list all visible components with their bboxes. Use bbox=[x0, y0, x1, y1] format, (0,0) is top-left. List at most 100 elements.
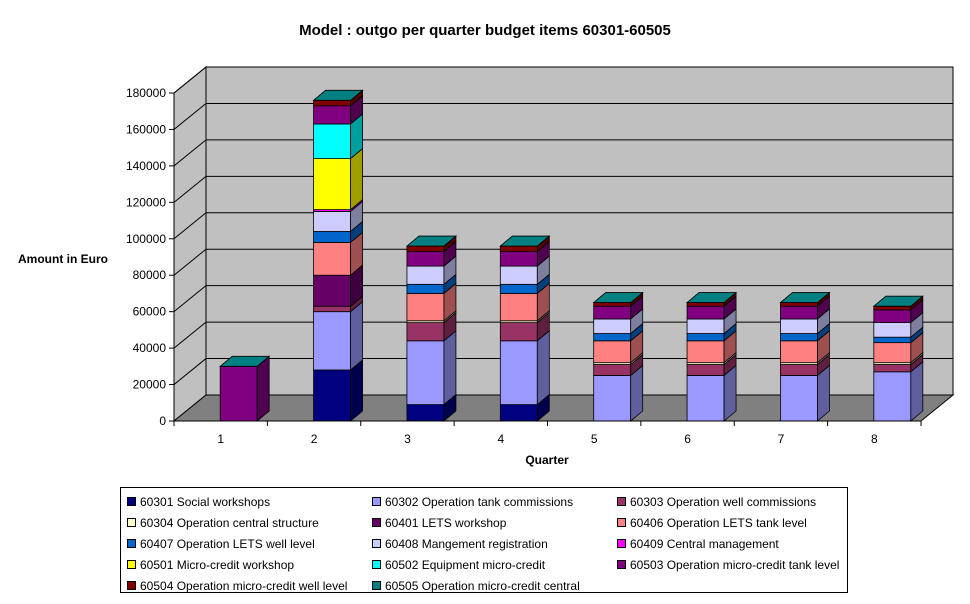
gridline bbox=[173, 285, 953, 313]
legend-item: 60505 Operation micro-credit central bbox=[372, 575, 617, 596]
legend-swatch bbox=[372, 539, 381, 548]
bar-segment bbox=[686, 364, 737, 422]
bar-segment bbox=[593, 329, 644, 364]
bar-segment bbox=[780, 308, 830, 335]
bar-front bbox=[780, 318, 818, 334]
legend-swatch bbox=[617, 518, 626, 527]
gridline bbox=[173, 139, 953, 167]
x-tick-label: 1 bbox=[217, 432, 224, 446]
bar-segment bbox=[873, 311, 924, 339]
side-wall bbox=[173, 65, 207, 423]
floor bbox=[172, 394, 955, 422]
x-tick-label: 5 bbox=[591, 432, 598, 446]
bar-front bbox=[780, 333, 818, 342]
bar-front bbox=[313, 231, 351, 243]
bar-front bbox=[873, 342, 912, 364]
bar-front bbox=[219, 365, 258, 422]
bar-segment bbox=[593, 295, 644, 320]
bar-front bbox=[873, 309, 912, 324]
bar-top bbox=[779, 292, 831, 303]
bar-segment bbox=[406, 273, 457, 295]
legend-label: 60504 Operation micro-credit well level bbox=[140, 578, 348, 593]
y-tick-label: 120000 bbox=[126, 195, 166, 209]
bar-front bbox=[313, 311, 351, 371]
bar-top bbox=[592, 292, 644, 303]
legend-swatch bbox=[617, 539, 626, 548]
bar-front bbox=[406, 293, 445, 322]
legend-label: 60303 Operation well commissions bbox=[630, 494, 817, 509]
bar-front bbox=[780, 375, 818, 422]
bar-front bbox=[313, 123, 351, 159]
y-tick-label: 140000 bbox=[126, 159, 166, 173]
chart-title: Model : outgo per quarter budget items 6… bbox=[299, 22, 671, 39]
bar-front bbox=[313, 99, 351, 107]
bar-front bbox=[780, 340, 818, 364]
gridline bbox=[173, 102, 953, 130]
bar-side bbox=[350, 359, 363, 422]
bar-front bbox=[686, 333, 725, 342]
chart-walls bbox=[172, 65, 955, 423]
legend-label: 60406 Operation LETS tank level bbox=[630, 515, 807, 530]
legend-label: 60501 Micro-credit workshop bbox=[140, 557, 295, 572]
bar-front bbox=[780, 302, 818, 307]
bar-front bbox=[780, 305, 818, 320]
legend-item: 60504 Operation micro-credit well level bbox=[127, 575, 372, 596]
bar-segment bbox=[406, 329, 457, 406]
legend-swatch bbox=[372, 560, 381, 569]
bar-front bbox=[313, 305, 351, 313]
legend-item: 60407 Operation LETS well level bbox=[127, 533, 372, 554]
bar-front bbox=[499, 251, 538, 267]
bar-top bbox=[872, 295, 924, 307]
bar-front bbox=[406, 245, 445, 252]
legend-label: 60407 Operation LETS well level bbox=[140, 536, 315, 551]
y-tick-label: 40000 bbox=[133, 341, 167, 355]
legend-swatch bbox=[372, 497, 381, 506]
bar-front bbox=[593, 340, 632, 364]
bar-front bbox=[686, 364, 725, 376]
bar-front bbox=[499, 245, 538, 252]
legend-label: 60301 Social workshops bbox=[140, 494, 271, 509]
legend-label: 60408 Mangement registration bbox=[385, 536, 548, 551]
legend-swatch bbox=[127, 581, 136, 590]
y-axis-title: Amount in Euro bbox=[18, 252, 108, 266]
y-tick-label: 0 bbox=[159, 414, 166, 428]
legend-item: 60406 Operation LETS tank level bbox=[617, 512, 855, 533]
x-axis-title: Quarter bbox=[525, 453, 569, 467]
legend-item: 60301 Social workshops bbox=[127, 491, 372, 512]
legend-swatch bbox=[372, 581, 381, 590]
bar-segment bbox=[313, 264, 363, 308]
legend-swatch bbox=[617, 560, 626, 569]
legend-item: 60401 LETS workshop bbox=[372, 512, 617, 533]
legend-label: 60502 Equipment micro-credit bbox=[385, 557, 546, 572]
bar-top bbox=[685, 292, 738, 303]
bar-front bbox=[313, 242, 351, 276]
x-tick-label: 8 bbox=[871, 432, 878, 446]
bar-front bbox=[873, 322, 912, 338]
chart-axes: 0 20000 40000 60000 80000 100000 120000 140000 1… bbox=[126, 86, 922, 446]
bar-front bbox=[499, 404, 538, 422]
bar-front bbox=[686, 305, 725, 320]
bar-front bbox=[780, 364, 818, 376]
bar-segment bbox=[406, 282, 457, 322]
legend-label: 60505 Operation micro-credit central bbox=[385, 578, 580, 593]
y-tick-label: 80000 bbox=[133, 268, 167, 282]
legend-item: 60502 Equipment micro-credit bbox=[372, 554, 617, 575]
gridline bbox=[173, 248, 953, 276]
bar-front bbox=[593, 375, 632, 422]
bar-segment bbox=[499, 282, 550, 322]
x-tick-label: 4 bbox=[497, 432, 504, 446]
bar-side bbox=[350, 300, 363, 371]
bar-front bbox=[499, 265, 538, 285]
bar-side bbox=[536, 329, 550, 406]
legend-swatch bbox=[127, 518, 136, 527]
bar-front bbox=[313, 105, 351, 125]
bar-top bbox=[219, 355, 271, 367]
bar-front bbox=[593, 302, 632, 307]
gridline bbox=[173, 212, 953, 240]
bar-front bbox=[499, 322, 538, 342]
bar-front bbox=[686, 302, 725, 307]
bar-front bbox=[873, 364, 912, 373]
bar-segment bbox=[313, 113, 363, 160]
legend-item: 60501 Micro-credit workshop bbox=[127, 554, 372, 575]
